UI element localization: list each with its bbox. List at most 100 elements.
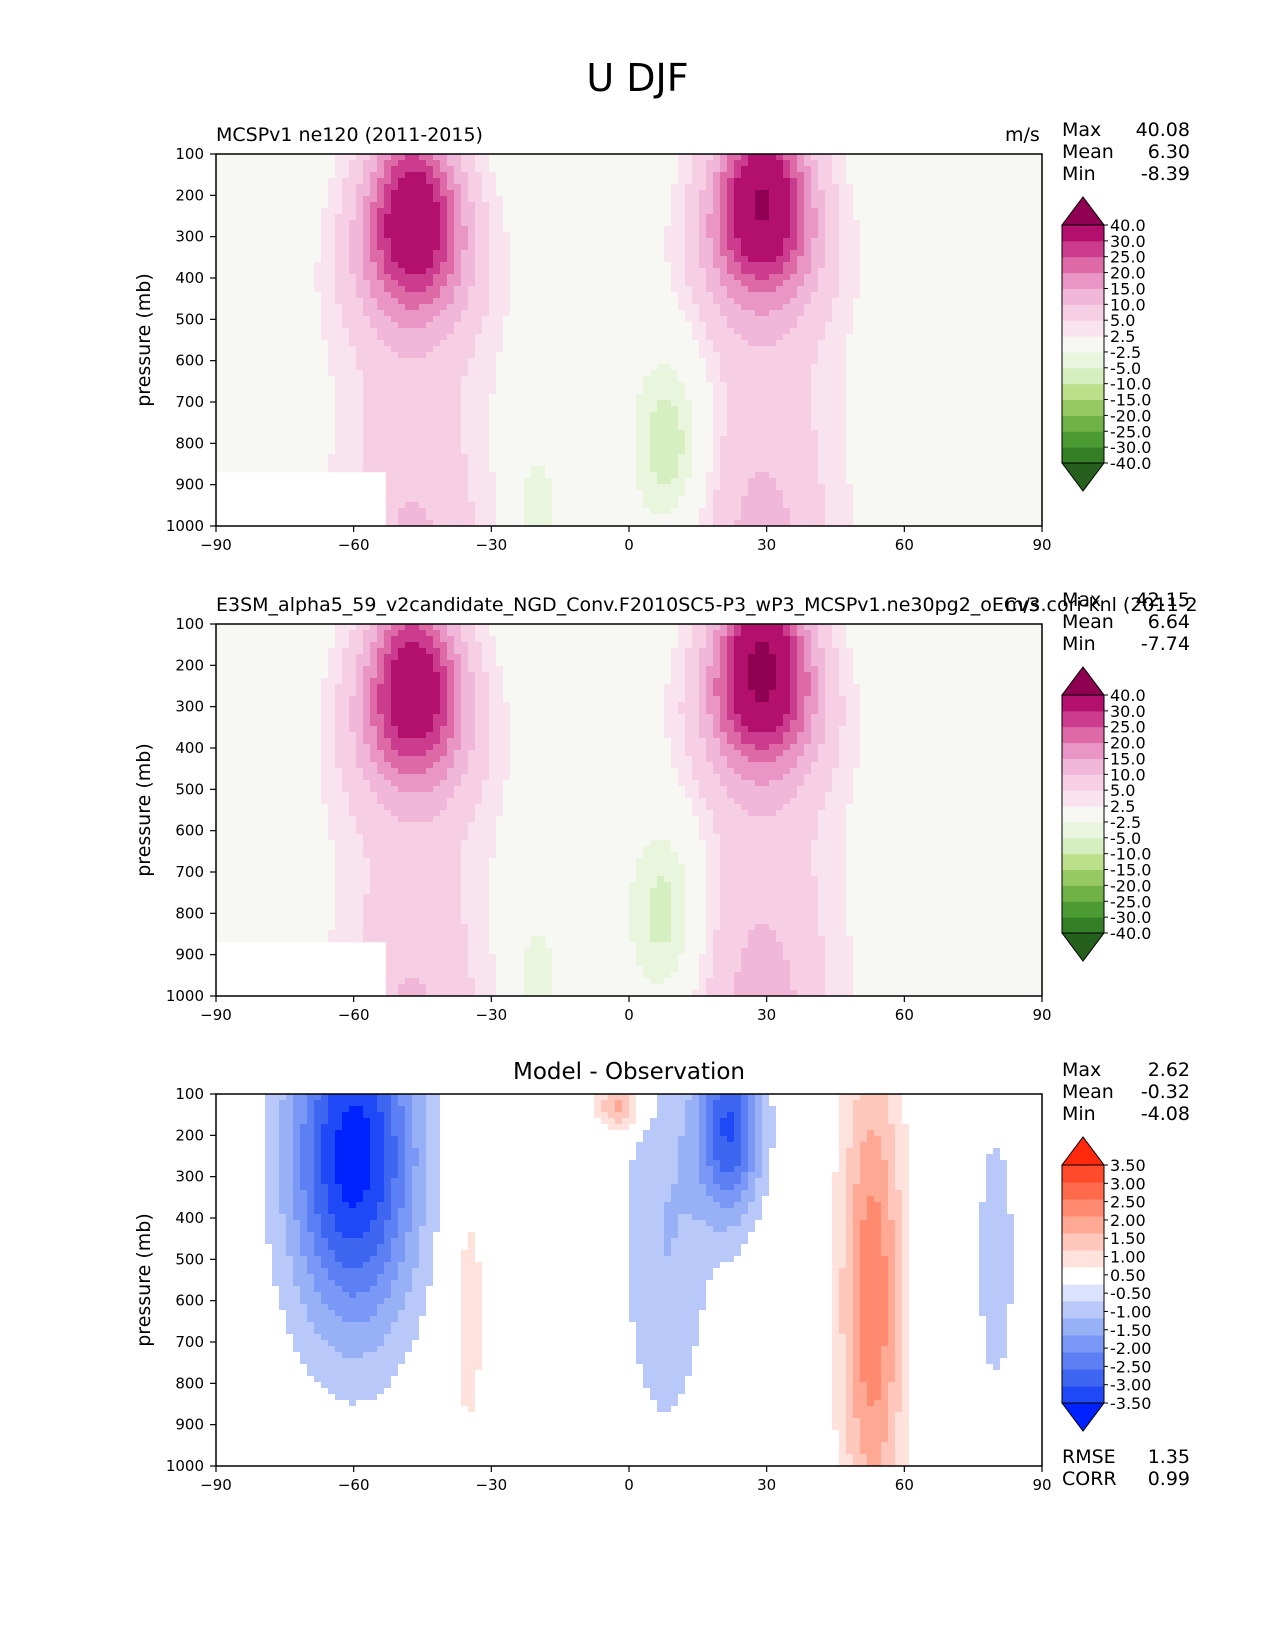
colorbar-tick-label: -30.0 bbox=[1110, 908, 1151, 927]
colorbar-tick-label: -2.5 bbox=[1110, 813, 1141, 832]
colorbar-tick-label: -40.0 bbox=[1110, 924, 1151, 943]
colorbar-tick-label: -2.00 bbox=[1110, 1339, 1151, 1358]
y-tick-label: 1000 bbox=[166, 987, 204, 1005]
colorbar-bottom-extend bbox=[1061, 932, 1105, 962]
colorbar-segment bbox=[1062, 367, 1104, 385]
colorbar-tick-label: 15.0 bbox=[1110, 279, 1146, 298]
x-tick-label: 30 bbox=[757, 1476, 776, 1494]
figure-title: U DJF bbox=[0, 56, 1275, 100]
y-tick-label: 400 bbox=[175, 739, 204, 757]
x-tick-label: 0 bbox=[624, 1006, 634, 1024]
colorbar-1: 40.030.025.020.015.010.05.02.5-2.5-5.0-1… bbox=[1061, 196, 1151, 492]
colorbar-tick-label: -15.0 bbox=[1110, 391, 1151, 410]
x-tick-label: −30 bbox=[476, 536, 508, 554]
colorbar-segment bbox=[1062, 288, 1104, 305]
colorbar-tick-label: 5.0 bbox=[1110, 311, 1135, 330]
x-tick-label: 60 bbox=[895, 1476, 914, 1494]
colorbar-tick-label: -1.00 bbox=[1110, 1302, 1151, 1321]
colorbar-segment bbox=[1062, 1216, 1104, 1234]
x-tick-label: 90 bbox=[1032, 1476, 1051, 1494]
y-tick-label: 100 bbox=[175, 145, 204, 163]
colorbar-tick-label: -40.0 bbox=[1110, 454, 1151, 473]
panel-3-min-value: -4.08 bbox=[1141, 1103, 1190, 1125]
y-tick-label: 300 bbox=[175, 1168, 204, 1186]
terrain-mask bbox=[216, 1412, 386, 1466]
colorbar-segment bbox=[1062, 758, 1104, 775]
y-tick-label: 700 bbox=[175, 863, 204, 881]
colorbar-tick-label: -5.0 bbox=[1110, 829, 1141, 848]
colorbar-segment bbox=[1062, 1233, 1104, 1251]
axis-ticks-3: −90 −60 −30 0 30 60 90 100 200 300 400 500 600 700 800… bbox=[166, 1085, 1052, 1494]
colorbar-segment bbox=[1062, 447, 1104, 464]
panel-1-min-value: -8.39 bbox=[1141, 163, 1190, 185]
colorbar-top-extend bbox=[1061, 1136, 1105, 1166]
x-tick-label: −60 bbox=[338, 536, 370, 554]
colorbar-segment bbox=[1062, 415, 1104, 432]
colorbar-tick-label: 0.50 bbox=[1110, 1266, 1146, 1285]
colorbar-segment bbox=[1062, 240, 1104, 258]
x-tick-label: −30 bbox=[476, 1006, 508, 1024]
y-tick-label: 600 bbox=[175, 822, 204, 840]
x-tick-label: −90 bbox=[200, 536, 232, 554]
colorbar-segment bbox=[1062, 821, 1104, 839]
colorbar-tick-label: -10.0 bbox=[1110, 845, 1151, 864]
panel-2-min-label: Min bbox=[1062, 633, 1096, 655]
colorbar-tick-label: -10.0 bbox=[1110, 375, 1151, 394]
panel-1-units: m/s bbox=[1005, 126, 1040, 145]
colorbar-tick-label: 2.00 bbox=[1110, 1211, 1146, 1230]
colorbar-segment bbox=[1062, 1250, 1104, 1268]
panel-3-mean-label: Mean bbox=[1062, 1081, 1114, 1103]
panel-3-mean-value: -0.32 bbox=[1141, 1081, 1190, 1103]
colorbar-segment bbox=[1062, 917, 1104, 934]
x-tick-label: −90 bbox=[200, 1006, 232, 1024]
y-tick-label: 400 bbox=[175, 269, 204, 287]
x-tick-label: 60 bbox=[895, 536, 914, 554]
colorbar-segment bbox=[1062, 837, 1104, 855]
x-tick-label: −60 bbox=[338, 1476, 370, 1494]
colorbar-tick-label: -20.0 bbox=[1110, 876, 1151, 895]
colorbar-frame bbox=[1061, 1164, 1105, 1404]
colorbar-segment bbox=[1062, 1182, 1104, 1200]
colorbar-segment bbox=[1062, 853, 1104, 871]
colorbar-segment bbox=[1062, 901, 1104, 918]
colorbar-segment bbox=[1062, 256, 1104, 274]
colorbar-segment bbox=[1062, 695, 1104, 712]
y-tick-label: 700 bbox=[175, 1333, 204, 1351]
colorbar-segment bbox=[1062, 1301, 1104, 1319]
colorbar-tick-label: -25.0 bbox=[1110, 422, 1151, 441]
colorbar-tick-label: -1.50 bbox=[1110, 1321, 1151, 1340]
colorbar-tick-label: 1.00 bbox=[1110, 1248, 1146, 1267]
colorbar-segment bbox=[1062, 726, 1104, 744]
y-tick-label: 600 bbox=[175, 1292, 204, 1310]
colorbar-tick-label: 3.50 bbox=[1110, 1156, 1146, 1175]
colorbar-segment bbox=[1062, 431, 1104, 448]
x-tick-label: 30 bbox=[757, 536, 776, 554]
colorbar-segment bbox=[1062, 1335, 1104, 1353]
colorbar-tick-label: 15.0 bbox=[1110, 749, 1146, 768]
ylabel-2: pressure (mb) bbox=[133, 743, 155, 877]
y-tick-label: 400 bbox=[175, 1209, 204, 1227]
y-tick-label: 100 bbox=[175, 615, 204, 633]
colorbar-segment bbox=[1062, 1352, 1104, 1370]
colorbar-tick-label: 40.0 bbox=[1110, 216, 1146, 235]
contour-field-3 bbox=[216, 1094, 1042, 1466]
terrain-mask bbox=[216, 472, 386, 526]
y-tick-label: 300 bbox=[175, 228, 204, 246]
colorbar-segment bbox=[1062, 790, 1104, 807]
corr-label: CORR bbox=[1062, 1468, 1117, 1490]
colorbar-segment bbox=[1062, 869, 1104, 886]
panel-3-max-value: 2.62 bbox=[1148, 1059, 1190, 1081]
x-tick-label: −60 bbox=[338, 1006, 370, 1024]
colorbar-tick-label: 20.0 bbox=[1110, 734, 1146, 753]
colorbar-segment bbox=[1062, 1318, 1104, 1336]
colorbar-tick-label: 25.0 bbox=[1110, 248, 1146, 267]
colorbar-segment bbox=[1062, 1386, 1104, 1404]
ylabel-3: pressure (mb) bbox=[133, 1213, 155, 1347]
colorbar-segment bbox=[1062, 336, 1104, 353]
contour-field-1 bbox=[216, 154, 1042, 526]
panel-2-title: E3SM_alpha5_59_v2candidate_NGD_Conv.F201… bbox=[216, 596, 1198, 615]
x-tick-label: 90 bbox=[1032, 536, 1051, 554]
colorbar-tick-label: 10.0 bbox=[1110, 295, 1146, 314]
y-tick-label: 500 bbox=[175, 1250, 204, 1268]
panel-2: −90 −60 −30 0 30 60 90 100 200 300 400 500 600 700 800… bbox=[133, 615, 1151, 1024]
